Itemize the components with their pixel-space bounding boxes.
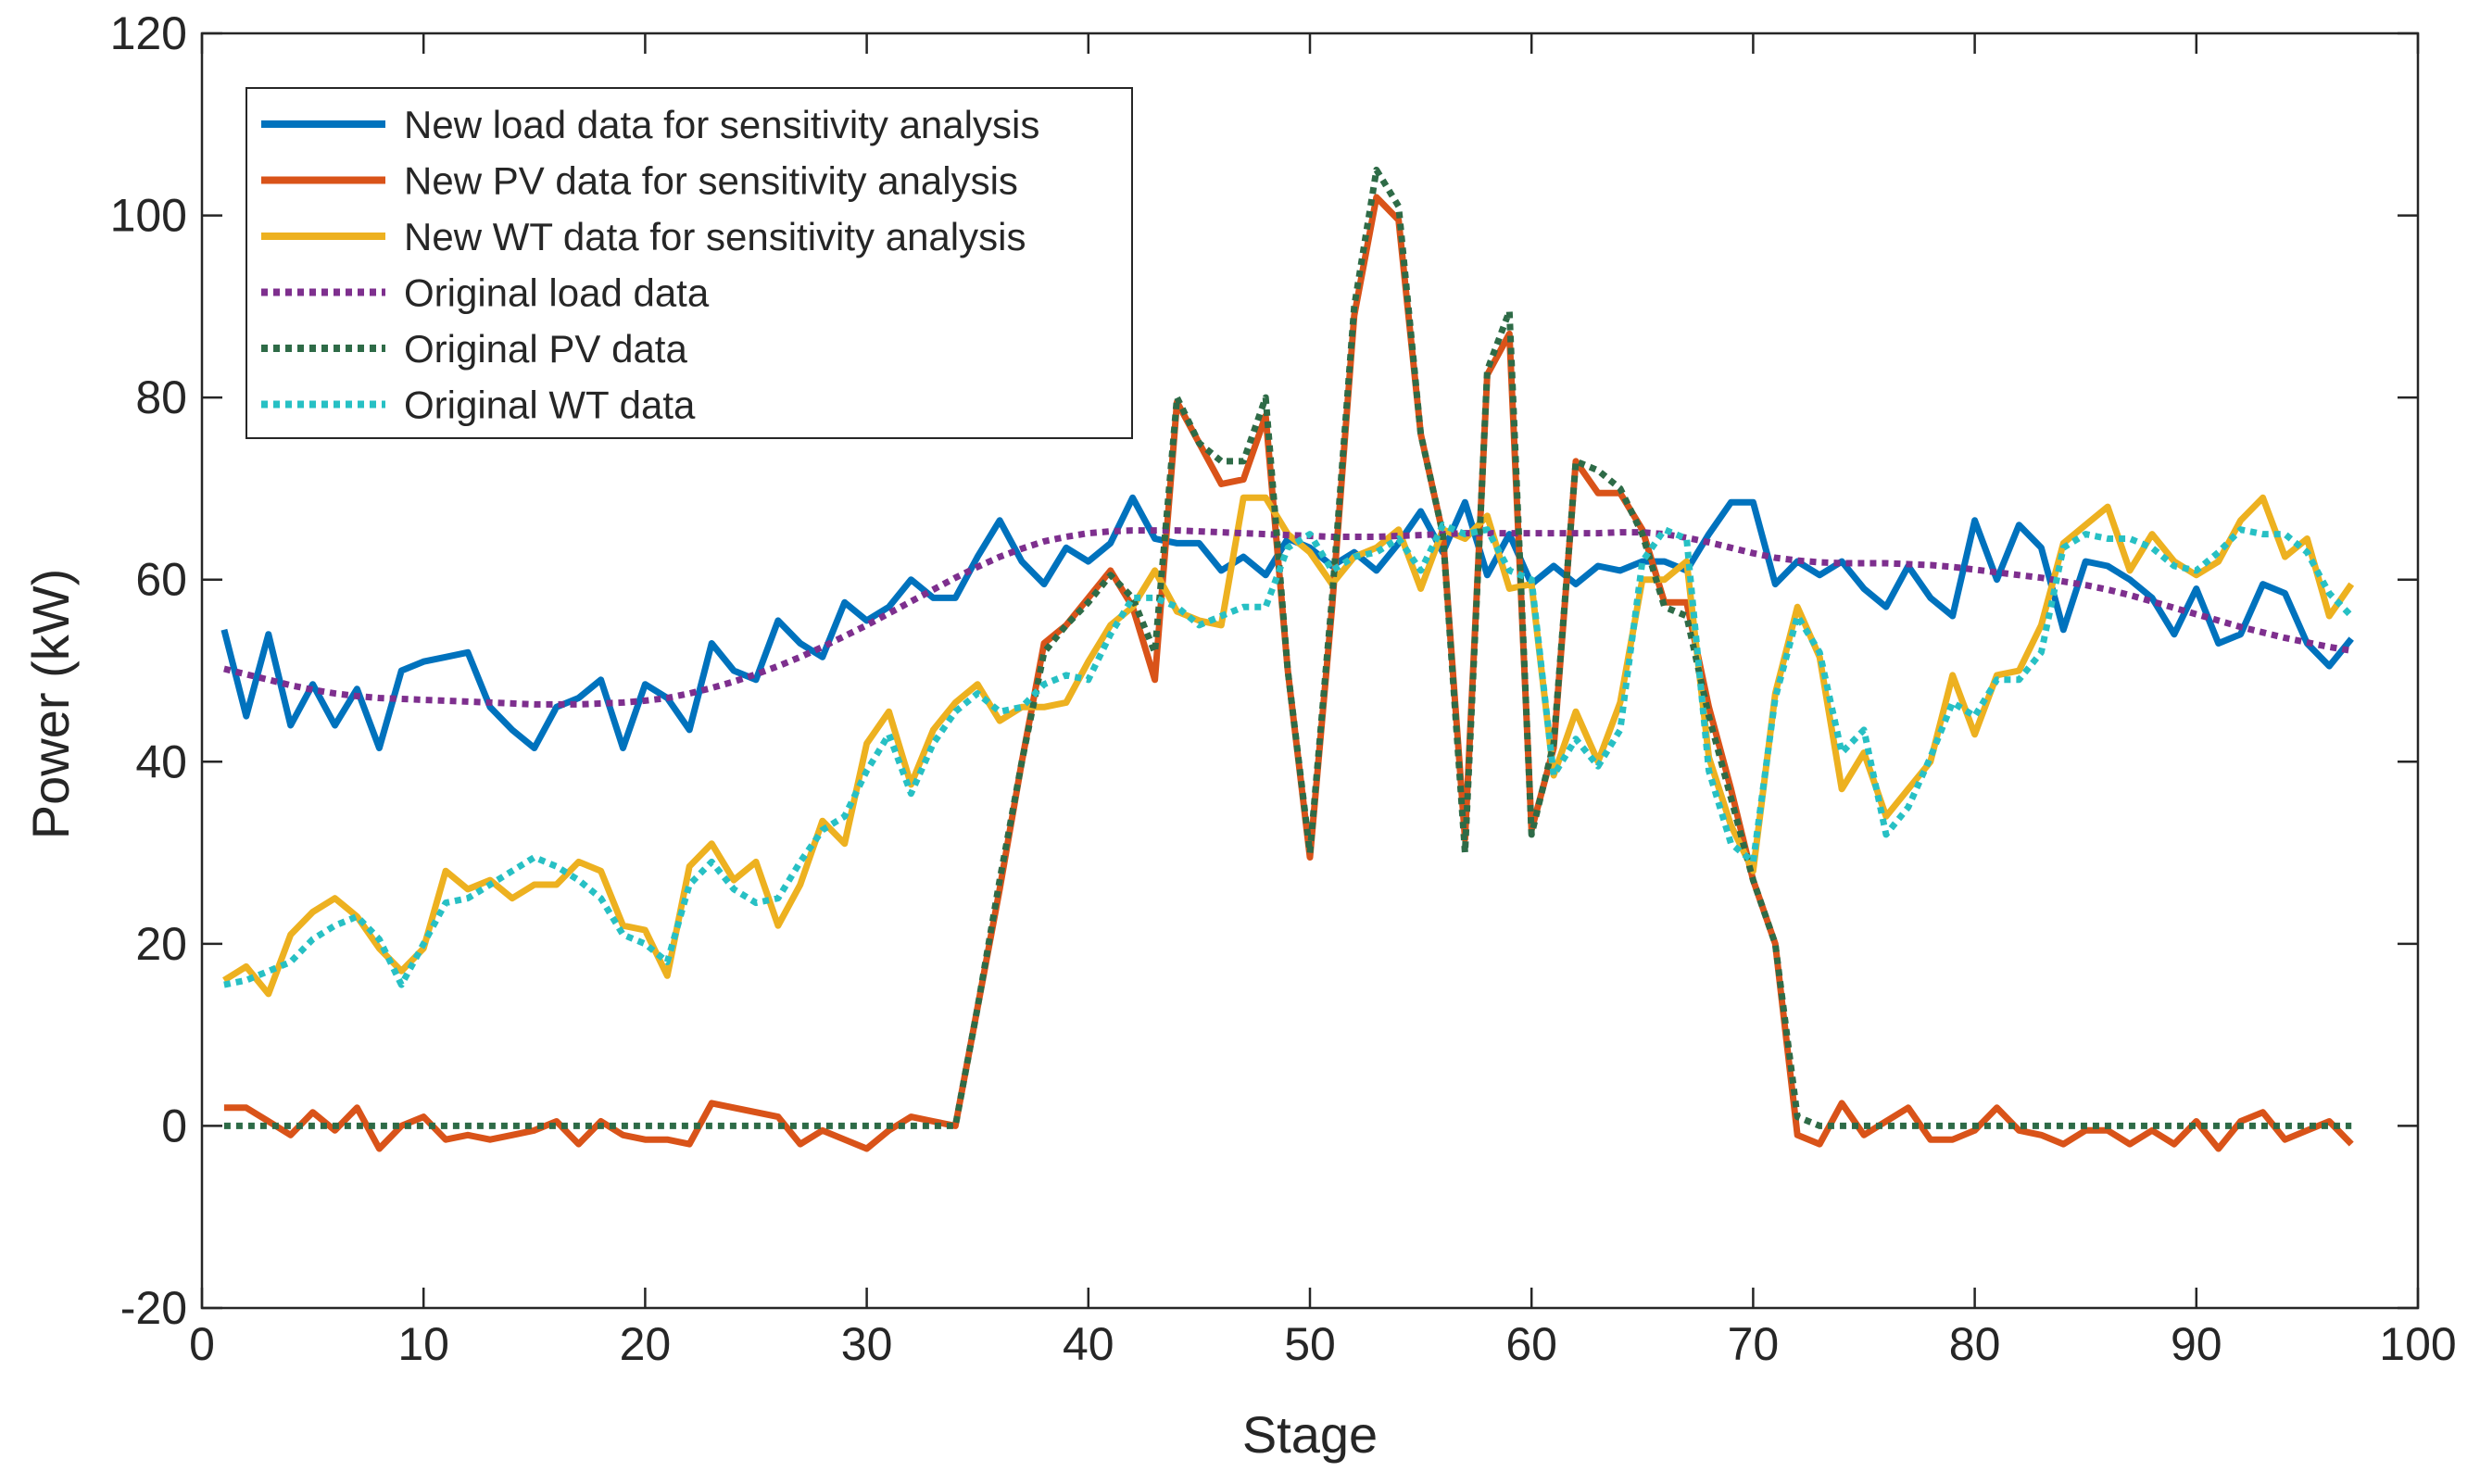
series-line-5 — [223, 166, 2352, 1129]
series-line-2 — [223, 194, 2354, 1152]
series-line-1 — [220, 494, 2354, 751]
legend-label-3: New WT data for sensitivity analysis — [404, 215, 1026, 258]
legend-label-6: Original WT data — [404, 384, 696, 427]
x-tick-label: 60 — [1505, 1318, 1557, 1370]
x-axis-title: Stage — [1242, 1405, 1378, 1464]
y-tick-label: -20 — [120, 1282, 187, 1334]
x-tick-label: 50 — [1284, 1318, 1336, 1370]
legend-label-1: New load data for sensitivity analysis — [404, 103, 1039, 146]
legend-label-2: New PV data for sensitivity analysis — [404, 159, 1018, 203]
series-line-6 — [223, 522, 2354, 988]
legend-label-5: Original PV data — [404, 327, 687, 371]
legend-label-4: Original load data — [404, 271, 710, 315]
legend-box — [245, 87, 1133, 439]
series-line-4 — [223, 527, 2352, 708]
y-tick-label: 0 — [161, 1100, 187, 1151]
y-tick-label: 60 — [135, 554, 187, 606]
x-tick-label: 90 — [2171, 1318, 2222, 1370]
legend: New load data for sensitivity analysis Ne… — [245, 87, 1133, 439]
y-tick-label: 120 — [110, 7, 187, 59]
y-tick-label: 40 — [135, 736, 187, 787]
x-tick-label: 0 — [189, 1318, 215, 1370]
x-tick-label: 40 — [1063, 1318, 1114, 1370]
x-tick-label: 10 — [397, 1318, 449, 1370]
y-tick-label: 20 — [135, 918, 187, 970]
x-tick-label: 70 — [1728, 1318, 1780, 1370]
x-tick-label: 20 — [620, 1318, 672, 1370]
series-layer — [220, 166, 2355, 1152]
y-tick-label: 80 — [135, 371, 187, 423]
y-tick-label: 100 — [110, 190, 187, 242]
x-tick-label: 80 — [1949, 1318, 2001, 1370]
x-tick-label: 100 — [2379, 1318, 2456, 1370]
x-tick-label: 30 — [841, 1318, 893, 1370]
y-axis-title: Power (kW) — [21, 569, 80, 839]
